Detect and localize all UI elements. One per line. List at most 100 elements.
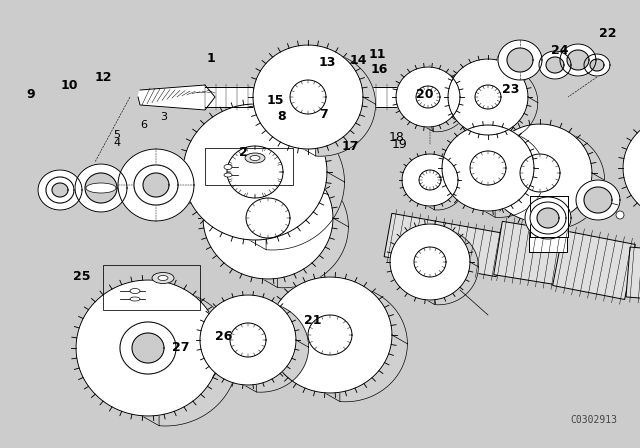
Text: 25: 25 [73,270,91,284]
Polygon shape [560,44,596,76]
Polygon shape [536,124,605,229]
Text: 7: 7 [319,108,328,121]
Polygon shape [488,124,592,222]
Polygon shape [205,87,430,107]
Polygon shape [590,59,604,71]
Polygon shape [470,151,506,185]
Polygon shape [253,45,363,149]
Polygon shape [244,295,308,392]
Polygon shape [200,295,296,385]
Polygon shape [525,197,571,239]
Polygon shape [268,277,392,393]
Text: 14: 14 [349,54,367,67]
Bar [103,265,200,310]
Polygon shape [384,213,504,277]
Text: C0302913: C0302913 [571,415,618,425]
Polygon shape [507,48,533,72]
Text: 8: 8 [277,110,286,123]
Polygon shape [533,204,563,232]
Polygon shape [402,154,458,206]
Ellipse shape [130,297,140,301]
Polygon shape [324,277,408,402]
Ellipse shape [250,155,260,160]
Text: 15: 15 [266,94,284,108]
Polygon shape [390,224,470,300]
Text: 18: 18 [389,131,404,144]
Polygon shape [553,231,636,299]
Polygon shape [75,164,127,212]
Text: 26: 26 [215,330,233,344]
Polygon shape [230,323,266,357]
Ellipse shape [158,276,168,280]
Polygon shape [484,59,538,141]
Polygon shape [428,154,465,210]
Polygon shape [475,85,501,109]
Polygon shape [576,180,620,220]
Polygon shape [138,85,215,110]
Text: 4: 4 [113,138,121,148]
Text: 12: 12 [95,71,113,84]
Polygon shape [584,54,610,76]
Ellipse shape [130,289,140,293]
Polygon shape [134,165,178,205]
Polygon shape [248,104,344,250]
Polygon shape [493,221,564,284]
Polygon shape [584,187,612,213]
Text: 22: 22 [599,27,617,40]
Text: 27: 27 [172,340,190,354]
Text: 20: 20 [415,87,433,101]
Polygon shape [227,146,283,198]
Text: 24: 24 [551,43,569,57]
Polygon shape [118,149,194,221]
Polygon shape [623,116,640,220]
Polygon shape [303,45,376,156]
Polygon shape [143,173,169,197]
Polygon shape [416,86,440,108]
Text: 16: 16 [371,63,388,76]
Polygon shape [426,224,479,305]
Text: 2: 2 [239,146,248,159]
Text: 9: 9 [26,87,35,101]
Polygon shape [448,59,528,135]
Ellipse shape [224,173,232,177]
Polygon shape [484,125,545,217]
Polygon shape [425,67,468,132]
Polygon shape [46,177,74,203]
Polygon shape [520,154,560,192]
Polygon shape [290,80,326,114]
Polygon shape [183,104,327,240]
Polygon shape [85,173,117,203]
Ellipse shape [86,183,116,193]
Text: 6: 6 [141,121,147,130]
Text: 11: 11 [369,48,387,61]
Polygon shape [120,322,176,374]
Polygon shape [539,51,571,79]
Bar [205,148,293,185]
Polygon shape [529,184,567,252]
Text: 21: 21 [303,314,321,327]
Circle shape [616,211,624,219]
Text: 1: 1 [207,52,216,65]
Polygon shape [76,280,220,416]
Text: 17: 17 [342,140,360,154]
Text: 5: 5 [114,130,120,140]
Ellipse shape [224,164,232,169]
Polygon shape [419,170,441,190]
Polygon shape [530,196,568,237]
Text: 19: 19 [392,138,408,151]
Text: 13: 13 [319,56,337,69]
Polygon shape [120,322,176,374]
Polygon shape [38,170,82,210]
Polygon shape [262,157,348,288]
Polygon shape [414,247,446,277]
Polygon shape [308,315,352,355]
Polygon shape [442,125,534,211]
Polygon shape [203,157,333,279]
Polygon shape [530,202,566,234]
Polygon shape [141,280,237,426]
Polygon shape [546,57,564,73]
Text: 23: 23 [502,83,520,96]
Polygon shape [246,198,290,238]
Ellipse shape [245,153,265,163]
Ellipse shape [152,272,174,284]
